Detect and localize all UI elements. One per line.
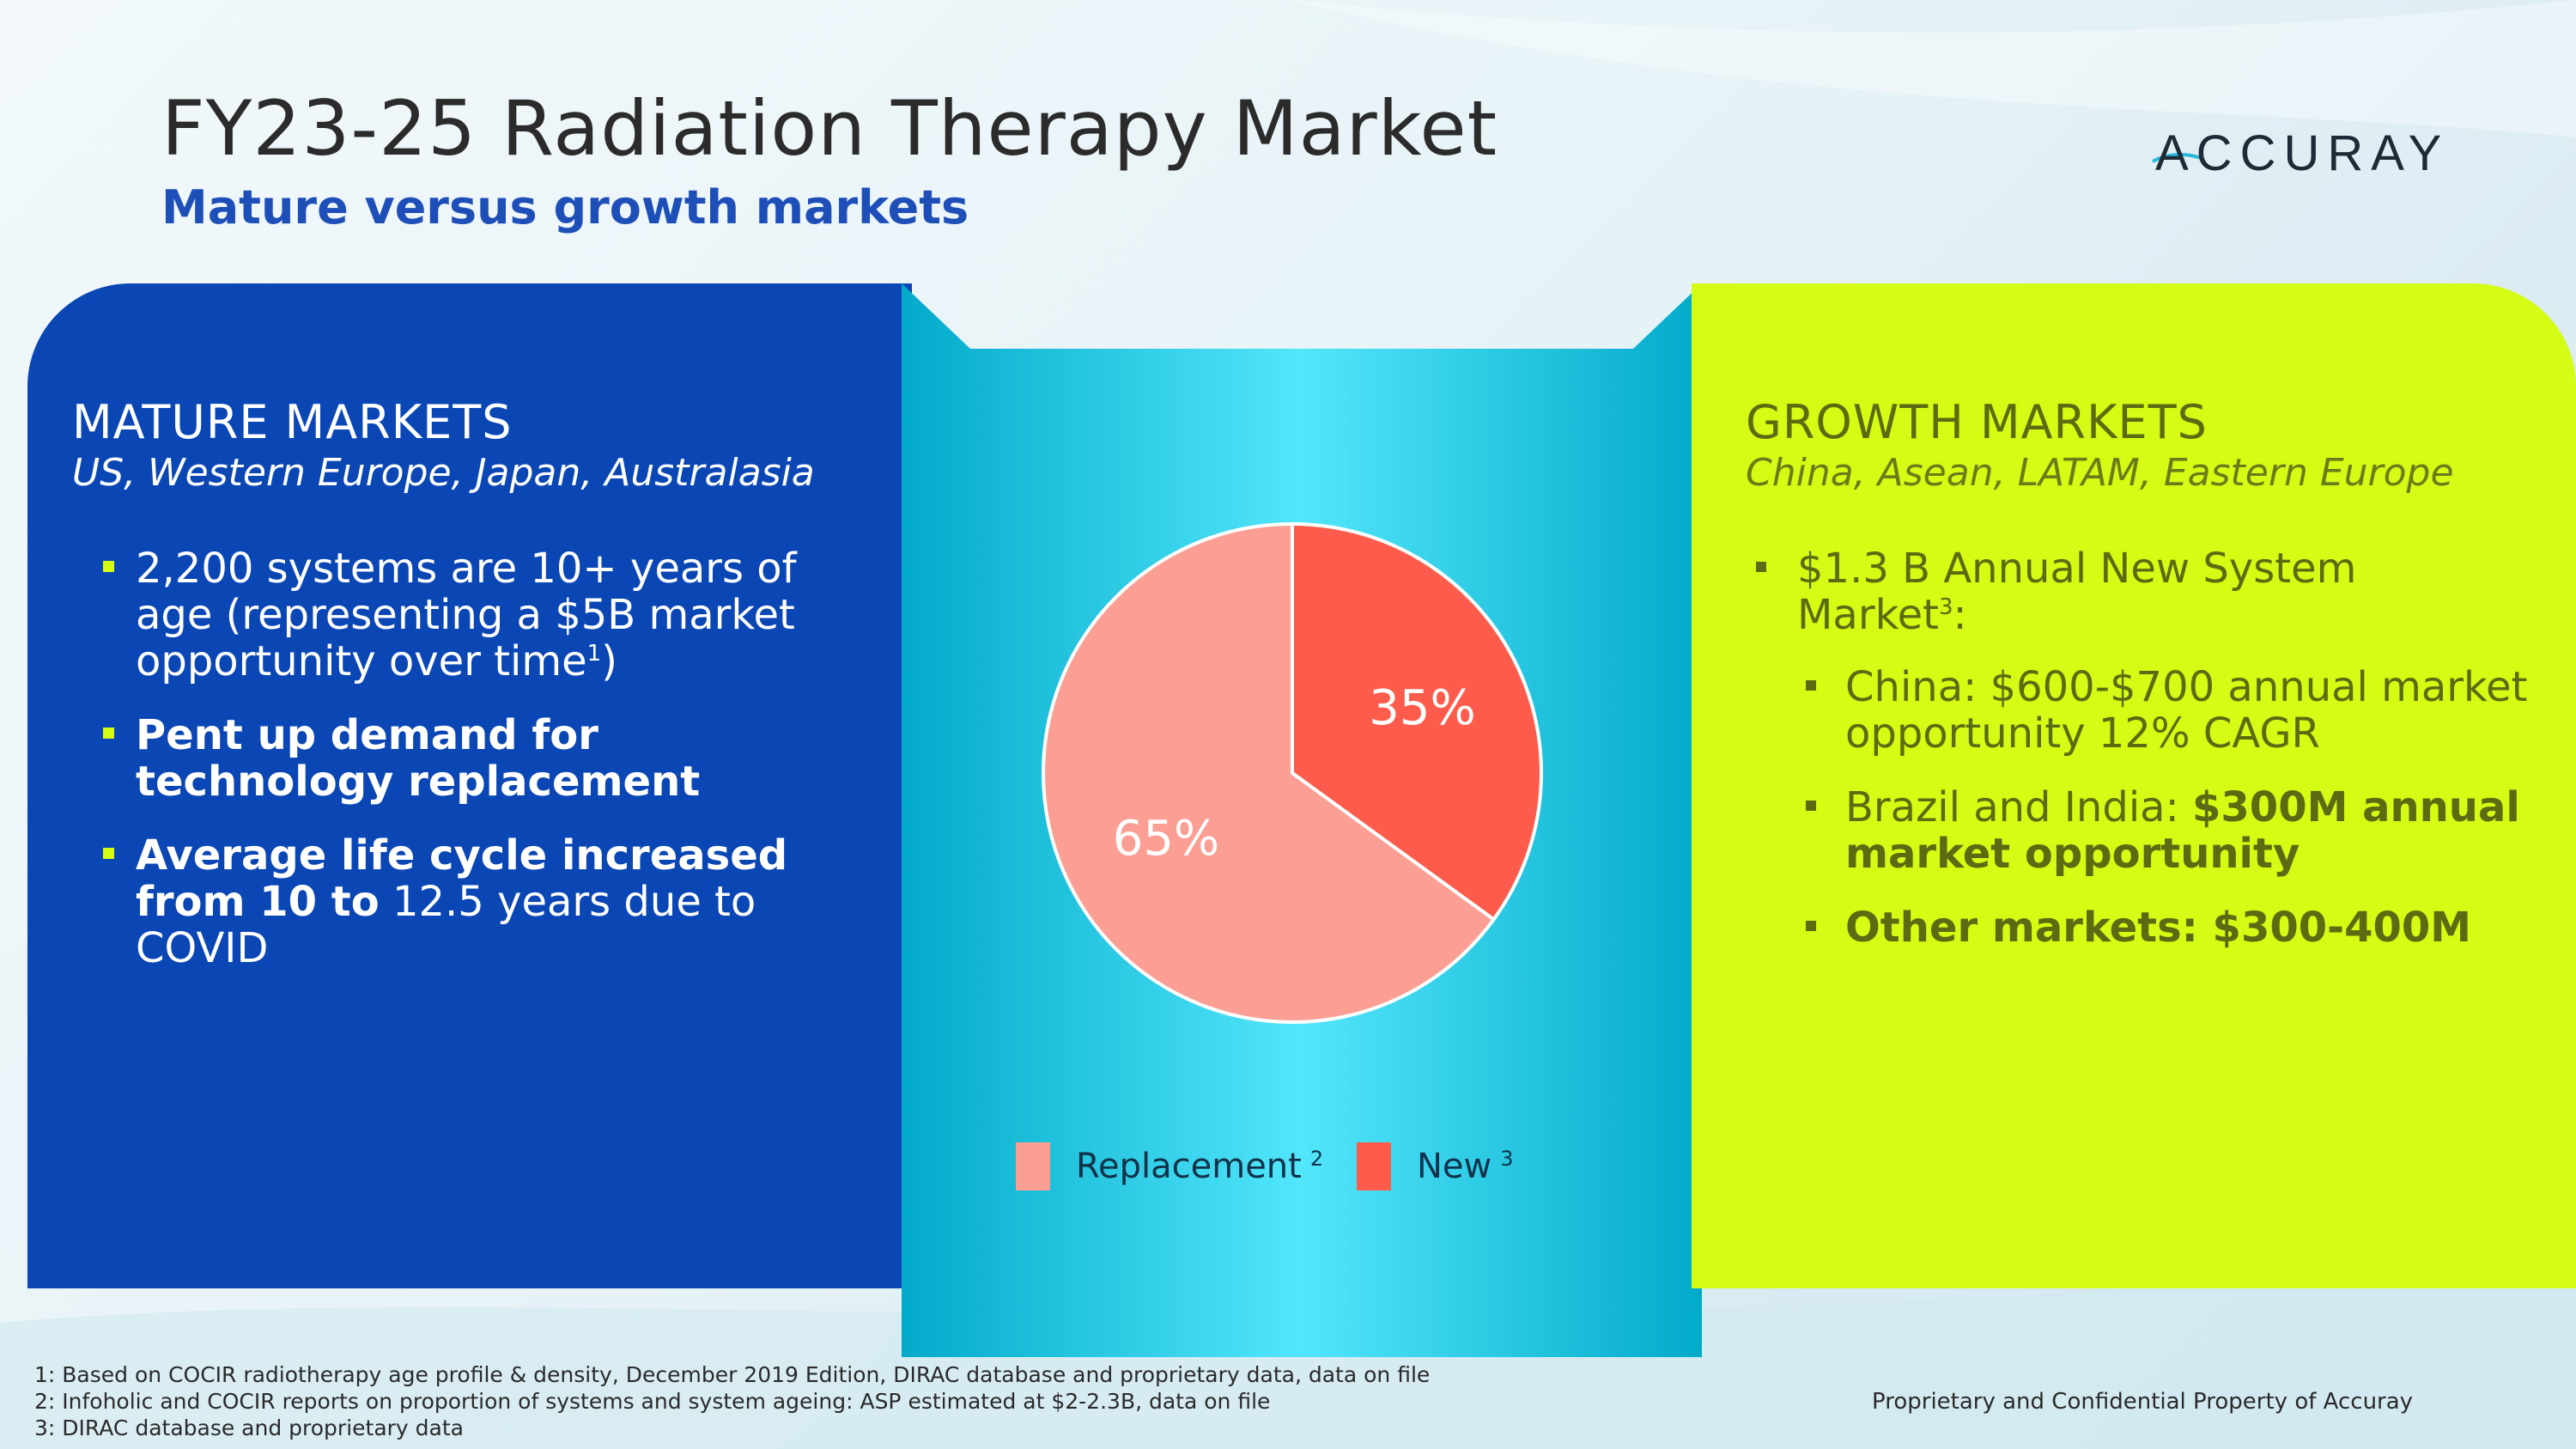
footnote-1: 1: Based on COCIR radiotherapy age profi… xyxy=(34,1362,1431,1387)
bullet-text: Brazil and India: xyxy=(1845,783,2192,831)
bullet-text-bold: $300M annual market opportunity xyxy=(1845,783,2520,878)
accuray-logo: ACCURAY xyxy=(2155,125,2450,181)
growth-markets-panel: GROWTH MARKETS China, Asean, LATAM, East… xyxy=(1692,283,2576,1288)
footnote-ref: 3 xyxy=(1939,594,1953,620)
pie-slice-new xyxy=(1291,521,1543,922)
mature-bullet-pent-up-demand: Pent up demand for technology replacemen… xyxy=(72,712,845,805)
mature-bullet-list: 2,200 systems are 10+ years of age (repr… xyxy=(72,545,845,999)
legend-item-replacement: Replacement 2 xyxy=(1016,1142,1323,1190)
growth-bullet-annual-market: $1.3 B Annual New System Market3: xyxy=(1746,545,2536,638)
growth-bullet-list: $1.3 B Annual New System Market3: China:… xyxy=(1746,545,2536,978)
growth-regions: China, Asean, LATAM, Eastern Europe xyxy=(1746,451,2454,495)
growth-heading: GROWTH MARKETS xyxy=(1746,395,2208,449)
mature-markets-panel: MATURE MARKETS US, Western Europe, Japan… xyxy=(27,283,912,1288)
growth-subbullet-brazil-india: Brazil and India: $300M annual market op… xyxy=(1746,784,2536,877)
footnote-ref: 1 xyxy=(586,641,602,667)
growth-subbullet-china: China: $600-$700 annual market opportuni… xyxy=(1746,664,2536,757)
bullet-text: 2,200 systems are 10+ years of age (repr… xyxy=(136,545,797,685)
bullet-text-bold: Pent up demand for technology replacemen… xyxy=(136,711,701,806)
pie-slice-replacement xyxy=(1042,521,1497,1024)
footnote-3: 3: DIRAC database and proprietary data xyxy=(34,1416,464,1440)
legend-label-replacement: Replacement 2 xyxy=(1076,1146,1324,1186)
slide-subtitle: Mature versus growth markets xyxy=(161,180,969,234)
proprietary-notice: Proprietary and Confidential Property of… xyxy=(1872,1389,2414,1415)
mature-heading: MATURE MARKETS xyxy=(72,395,513,449)
footnotes: 1: Based on COCIR radiotherapy age profi… xyxy=(34,1361,1430,1441)
bullet-square-icon xyxy=(1756,562,1766,572)
bullet-square-icon xyxy=(103,728,114,739)
bullet-text-tail: ) xyxy=(601,637,617,685)
mature-regions: US, Western Europe, Japan, Australasia xyxy=(72,451,815,495)
pie-label-new: 35% xyxy=(1369,680,1475,736)
slide-title: FY23-25 Radiation Therapy Market xyxy=(161,84,1498,173)
bullet-text: China: $600-$700 annual market opportuni… xyxy=(1845,663,2528,758)
bullet-text-bold: Other markets: $300-400M xyxy=(1845,904,2472,952)
bullet-square-icon xyxy=(103,561,114,572)
bullet-text-tail: : xyxy=(1953,591,1967,639)
legend-label-new: New 3 xyxy=(1417,1146,1514,1186)
growth-subbullet-other: Other markets: $300-400M xyxy=(1746,904,2536,951)
bullet-square-icon xyxy=(103,848,114,859)
bullet-text: 12.5 years due to COVID xyxy=(136,878,756,972)
bullet-text-bold: Average life cycle increased from 10 to xyxy=(136,831,788,926)
legend-swatch-replacement xyxy=(1016,1142,1050,1190)
bullet-square-icon xyxy=(1806,921,1816,931)
legend-swatch-new xyxy=(1357,1142,1391,1190)
bullet-square-icon xyxy=(1806,801,1816,811)
legend-item-new: New 3 xyxy=(1357,1142,1514,1190)
bullet-square-icon xyxy=(1806,680,1816,691)
mature-bullet-aging-systems: 2,200 systems are 10+ years of age (repr… xyxy=(72,545,845,685)
pie-label-replacement: 65% xyxy=(1113,811,1219,867)
footnote-2: 2: Infoholic and COCIR reports on propor… xyxy=(34,1389,1271,1414)
accuray-logo-swoosh-icon xyxy=(2152,152,2202,163)
mature-bullet-life-cycle: Average life cycle increased from 10 to … xyxy=(72,832,845,971)
bullet-text: $1.3 B Annual New System Market xyxy=(1797,545,2357,639)
